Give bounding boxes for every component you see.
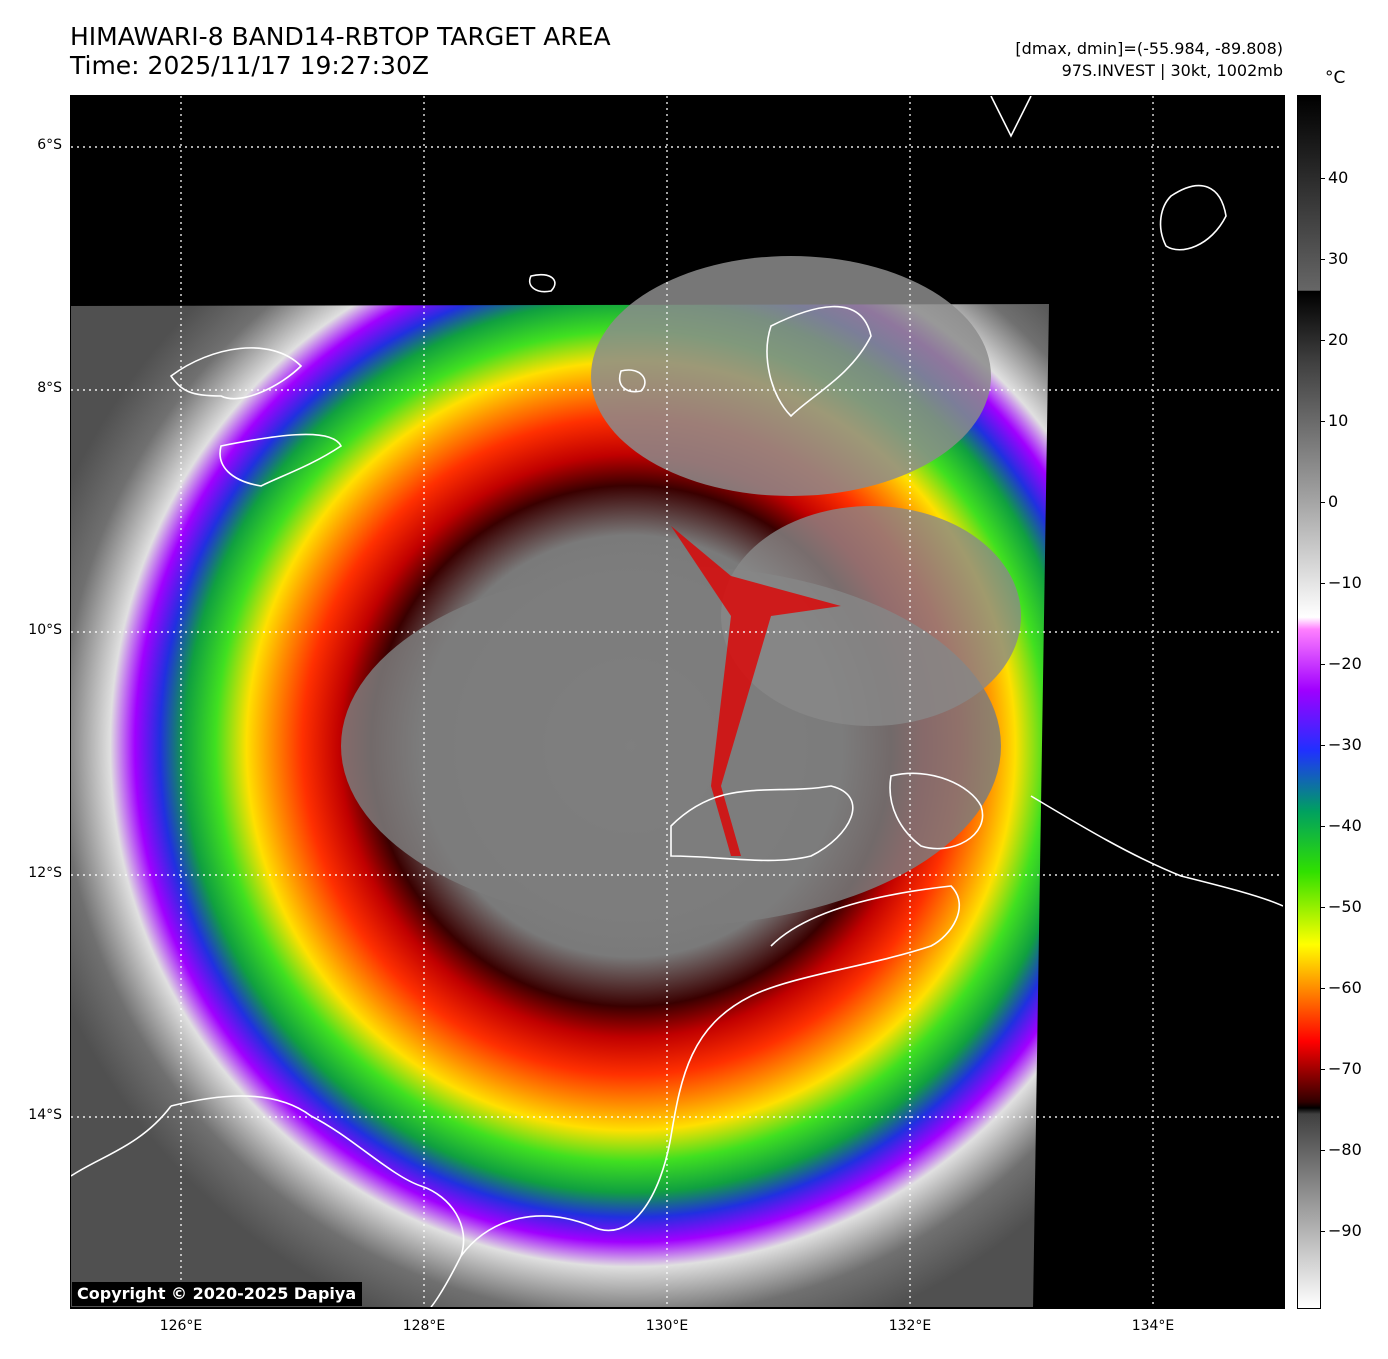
colorbar-label: −50 [1328, 897, 1362, 916]
range-text: [dmax, dmin]=(-55.984, -89.808) [1015, 39, 1283, 58]
colorbar-tick [1320, 1231, 1325, 1232]
storm-info: [dmax, dmin]=(-55.984, -89.808) 97S.INVE… [1015, 38, 1283, 82]
colorbar-label: 0 [1328, 492, 1339, 511]
colorbar-label: 40 [1328, 168, 1349, 187]
colorbar-label: −30 [1328, 735, 1362, 754]
lon-label-126e: 126°E [159, 1318, 203, 1334]
colorbar-label: −40 [1328, 816, 1362, 835]
title-line-1: HIMAWARI-8 BAND14-RBTOP TARGET AREA [70, 22, 611, 51]
colorbar-tick [1320, 826, 1325, 827]
colorbar-tick [1320, 178, 1325, 179]
colorbar-label: −80 [1328, 1140, 1362, 1159]
colorbar-tick [1320, 988, 1325, 989]
colorbar-label: −70 [1328, 1059, 1362, 1078]
colorbar-tick [1320, 745, 1325, 746]
colorbar [1297, 95, 1321, 1309]
colorbar-tick [1320, 1150, 1325, 1151]
lon-label-132e: 132°E [888, 1318, 932, 1334]
colorbar-label: −10 [1328, 573, 1362, 592]
colorbar-tick [1320, 502, 1325, 503]
lon-label-128e: 128°E [402, 1318, 446, 1334]
colorbar-tick [1320, 907, 1325, 908]
colorbar-label: −90 [1328, 1221, 1362, 1240]
ir-imagery [71, 96, 1283, 1307]
title-line-2: Time: 2025/11/17 19:27:30Z [70, 51, 429, 80]
colorbar-tick [1320, 1069, 1325, 1070]
lon-label-130e: 130°E [645, 1318, 689, 1334]
copyright-label: Copyright © 2020-2025 Dapiya [72, 1282, 363, 1306]
lon-label-134e: 134°E [1131, 1318, 1175, 1334]
colorbar-label: 20 [1328, 330, 1349, 349]
colorbar-tick [1320, 664, 1325, 665]
colorbar-tick [1320, 583, 1325, 584]
colorbar-label: −60 [1328, 978, 1362, 997]
lat-label-12s: 12°S [28, 865, 62, 881]
colorbar-label: 30 [1328, 249, 1349, 268]
colorbar-tick [1320, 340, 1325, 341]
colorbar-unit: °C [1325, 68, 1346, 88]
lat-label-8s: 8°S [37, 380, 62, 396]
storm-text: 97S.INVEST | 30kt, 1002mb [1061, 61, 1283, 80]
lat-label-14s: 14°S [28, 1107, 62, 1123]
colorbar-tick [1320, 421, 1325, 422]
satellite-image [70, 95, 1285, 1309]
colorbar-label: −20 [1328, 654, 1362, 673]
colorbar-label: 10 [1328, 411, 1349, 430]
colorbar-tick [1320, 259, 1325, 260]
lat-label-6s: 6°S [37, 137, 62, 153]
lat-label-10s: 10°S [28, 622, 62, 638]
plot-title: HIMAWARI-8 BAND14-RBTOP TARGET AREA Time… [70, 22, 611, 80]
